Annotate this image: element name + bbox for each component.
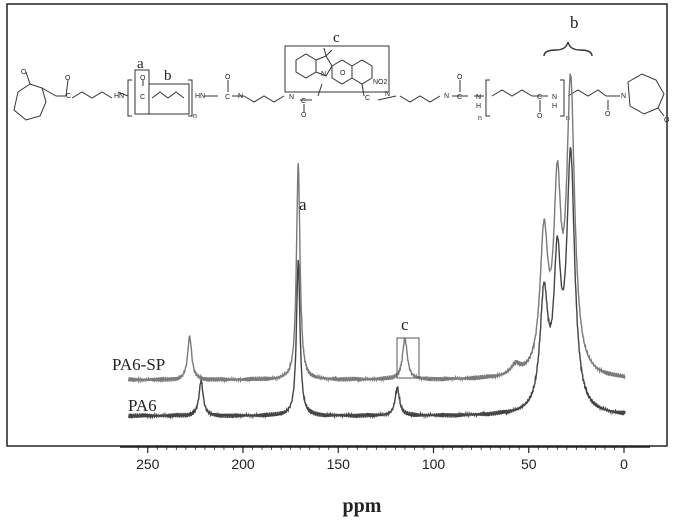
x-tick-label: 200 — [231, 456, 255, 472]
atom-label: N — [385, 91, 390, 98]
atom-label: H — [552, 103, 557, 110]
structure-label-c: c — [333, 30, 340, 46]
nitrophenyl-ring — [352, 60, 372, 84]
spectrum-line-pa6-sp — [129, 74, 625, 382]
atom-label: C — [140, 94, 145, 101]
atom-label: N — [444, 93, 449, 100]
atom-label: O — [537, 113, 543, 120]
x-tick-label: 250 — [136, 456, 160, 472]
atom-label: n — [478, 115, 482, 122]
atom-label: N — [621, 93, 626, 100]
atom-label: N — [238, 93, 243, 100]
atom-label: O — [301, 112, 307, 119]
box-b — [149, 84, 189, 114]
atom-label: C — [301, 98, 306, 105]
atom-label: N — [476, 94, 481, 101]
x-tick-label: 50 — [521, 456, 537, 472]
atom-label: O — [65, 75, 71, 82]
atom-label: O — [605, 111, 611, 118]
peak-annotation-c: c — [401, 315, 409, 334]
indoline-ring — [296, 54, 316, 78]
atom-label: N — [200, 93, 205, 100]
atom-label: O — [225, 74, 231, 81]
atom-label: O — [457, 74, 463, 81]
atom-label: n — [193, 113, 197, 120]
atom-label: N — [119, 93, 124, 100]
atom-label: N — [321, 71, 326, 78]
peak-annotation-a: a — [299, 195, 307, 214]
peak-annotation-b: b — [570, 13, 579, 32]
x-tick-label: 150 — [327, 456, 351, 472]
atom-label: N — [289, 94, 294, 101]
structure-label-a: a — [137, 56, 144, 72]
atom-label: H — [476, 103, 481, 110]
left-lactam-ring — [14, 84, 46, 120]
spectra-layer: PA6-SP PA6 a b c — [112, 13, 625, 418]
x-axis-label: ppm — [343, 495, 382, 517]
atom-label: NO2 — [373, 79, 388, 86]
atom-label: C — [457, 94, 462, 101]
atom-label: O — [340, 70, 346, 77]
series-label-pa6: PA6 — [128, 396, 157, 415]
atom-label: C — [66, 93, 71, 100]
structure-label-b: b — [164, 68, 172, 84]
atom-label: N — [552, 94, 557, 101]
x-axis: 250 200 150 100 50 0 — [120, 447, 650, 472]
x-tick-label: 0 — [620, 456, 628, 472]
atom-label: C — [225, 94, 230, 101]
molecular-structure — [14, 42, 664, 120]
series-label-pa6-sp: PA6-SP — [112, 355, 165, 374]
atom-label: O — [664, 117, 670, 124]
atom-label: C — [365, 95, 370, 102]
x-tick-label: 100 — [422, 456, 446, 472]
brace-b — [544, 42, 592, 56]
atom-label: O — [21, 69, 27, 76]
atom-label: C — [537, 94, 542, 101]
atom-label: O — [140, 75, 146, 82]
